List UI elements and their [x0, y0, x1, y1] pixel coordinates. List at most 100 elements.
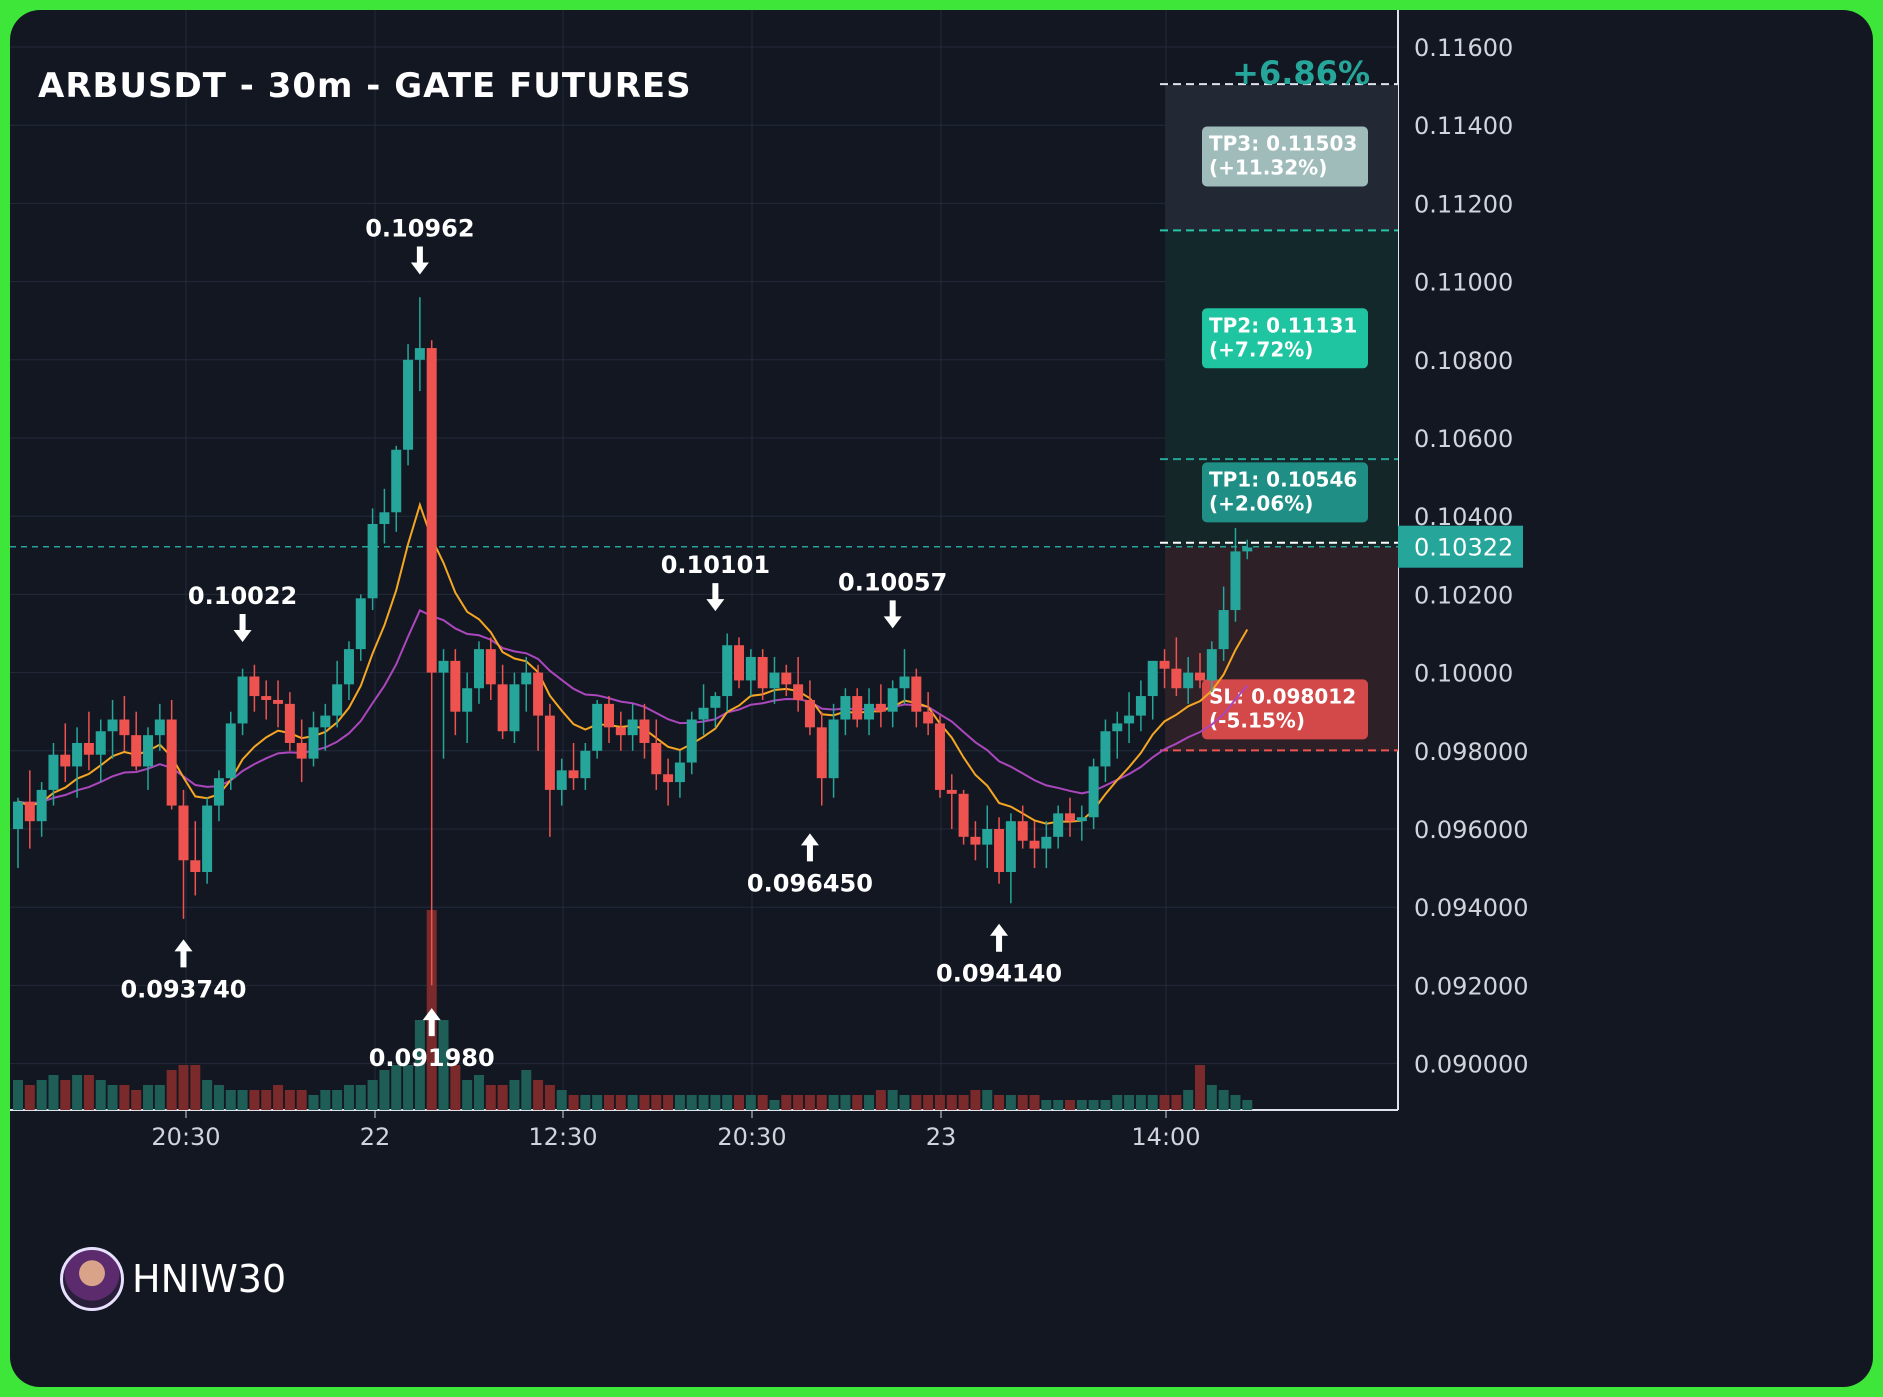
volume-bar [403, 1065, 414, 1110]
volume-bar [970, 1090, 981, 1110]
x-tick-label: 14:00 [1131, 1123, 1200, 1151]
volume-bar [934, 1095, 945, 1110]
ema-fast-line [17, 501, 1249, 825]
volume-bar [1064, 1100, 1075, 1110]
x-tick-label: 22 [360, 1123, 391, 1151]
candle-body [745, 656, 756, 681]
volume-bar [556, 1090, 567, 1110]
arrow-down-icon [410, 246, 429, 275]
candle-body [462, 688, 473, 712]
candle-body [840, 696, 851, 720]
price-annotation: 0.094140 [936, 960, 1062, 988]
chart-frame: 0.11600 0.11400 0.11200 0.11000 0.10800 0.106… [10, 10, 1873, 1387]
candle-body [403, 359, 414, 450]
candle-body [473, 649, 484, 689]
candle-body [143, 735, 154, 767]
candle-body [308, 727, 319, 759]
price-annotation: 0.091980 [369, 1044, 495, 1072]
candle-body [887, 688, 898, 712]
price-annotation: 0.10022 [188, 582, 297, 610]
volume-bar [899, 1095, 910, 1110]
volume-bar [24, 1085, 35, 1110]
volume-bar [994, 1095, 1005, 1110]
price-annotation: 0.10962 [365, 214, 474, 242]
volume-bar [485, 1085, 496, 1110]
volume-bar [1029, 1095, 1040, 1110]
candle-body [1100, 731, 1111, 767]
candle-body [379, 512, 390, 525]
volume-bar [332, 1090, 343, 1110]
volume-bar [651, 1095, 662, 1110]
volume-bar [154, 1085, 165, 1110]
candle-body [213, 778, 224, 806]
volume-bar [273, 1085, 284, 1110]
candle-body [1076, 817, 1087, 822]
volume-bar [83, 1075, 94, 1110]
volume-bar [1135, 1095, 1146, 1110]
volume-bar [674, 1095, 685, 1110]
volume-bar [143, 1085, 154, 1110]
arrow-up-icon [800, 833, 819, 862]
volume-bar [237, 1090, 248, 1110]
candle-body [414, 348, 425, 360]
volume-bar [828, 1095, 839, 1110]
price-annotation: 0.10057 [838, 568, 947, 596]
price-annotation: 0.093740 [120, 975, 246, 1003]
candle-body [1005, 821, 1016, 873]
volume-bar [261, 1090, 272, 1110]
volume-bar [592, 1095, 603, 1110]
x-tick-label: 23 [926, 1123, 957, 1151]
candle-body [1053, 813, 1064, 837]
volume-bar [95, 1080, 106, 1110]
candle-body [1041, 836, 1052, 849]
candle-body [48, 754, 59, 790]
volume-bar [1124, 1095, 1135, 1110]
volume-bar [1195, 1065, 1205, 1110]
arrow-down-icon [233, 613, 252, 642]
target-label: TP1: 0.10546 [1209, 467, 1357, 491]
candlestick-chart[interactable]: 0.11600 0.11400 0.11200 0.11000 0.10800 0.106… [10, 10, 1873, 1387]
volume-bar [509, 1080, 520, 1110]
candle-body [355, 598, 366, 650]
candle-body [804, 699, 815, 728]
candle-body [1147, 660, 1158, 697]
candle-body [1183, 672, 1194, 689]
candle-body [828, 719, 839, 779]
x-tick-label: 12:30 [528, 1123, 597, 1151]
candle-body [852, 696, 863, 720]
volume-bar [72, 1075, 83, 1110]
candle-body [320, 715, 331, 728]
volume-bar [1147, 1095, 1158, 1110]
volume-bar [887, 1090, 898, 1110]
target-label: TP3: 0.11503 [1209, 131, 1357, 155]
price-annotation: 0.10101 [661, 551, 770, 579]
volume-bar [864, 1095, 875, 1110]
candle-body [95, 731, 106, 755]
volume-bar [166, 1070, 177, 1110]
volume-bar [296, 1090, 307, 1110]
volume-bar [1017, 1095, 1028, 1110]
volume-bar [982, 1090, 993, 1110]
current-price-tag [1398, 525, 1523, 568]
volume-bar [202, 1080, 213, 1110]
candle-body [710, 696, 721, 708]
candle-body [757, 656, 768, 689]
candle-body [568, 770, 579, 779]
arrow-up-icon [174, 939, 193, 968]
target-label-box [1202, 679, 1368, 740]
candle-body [533, 672, 544, 716]
candle-body [1230, 551, 1241, 611]
candle-body [592, 703, 603, 751]
avatar-icon [60, 1247, 124, 1311]
volume-bar [1183, 1090, 1194, 1110]
candle-body [1112, 723, 1123, 732]
arrow-up-icon [422, 1008, 441, 1037]
candle-body [24, 801, 35, 822]
candle-body [556, 770, 567, 790]
y-tick-label: 0.098000 [1414, 738, 1529, 766]
chart-title: ARBUSDT - 30m - GATE FUTURES [38, 66, 692, 106]
volume-bar [781, 1095, 792, 1110]
volume-bar [225, 1090, 236, 1110]
candle-body [875, 703, 886, 712]
volume-bar [320, 1090, 331, 1110]
